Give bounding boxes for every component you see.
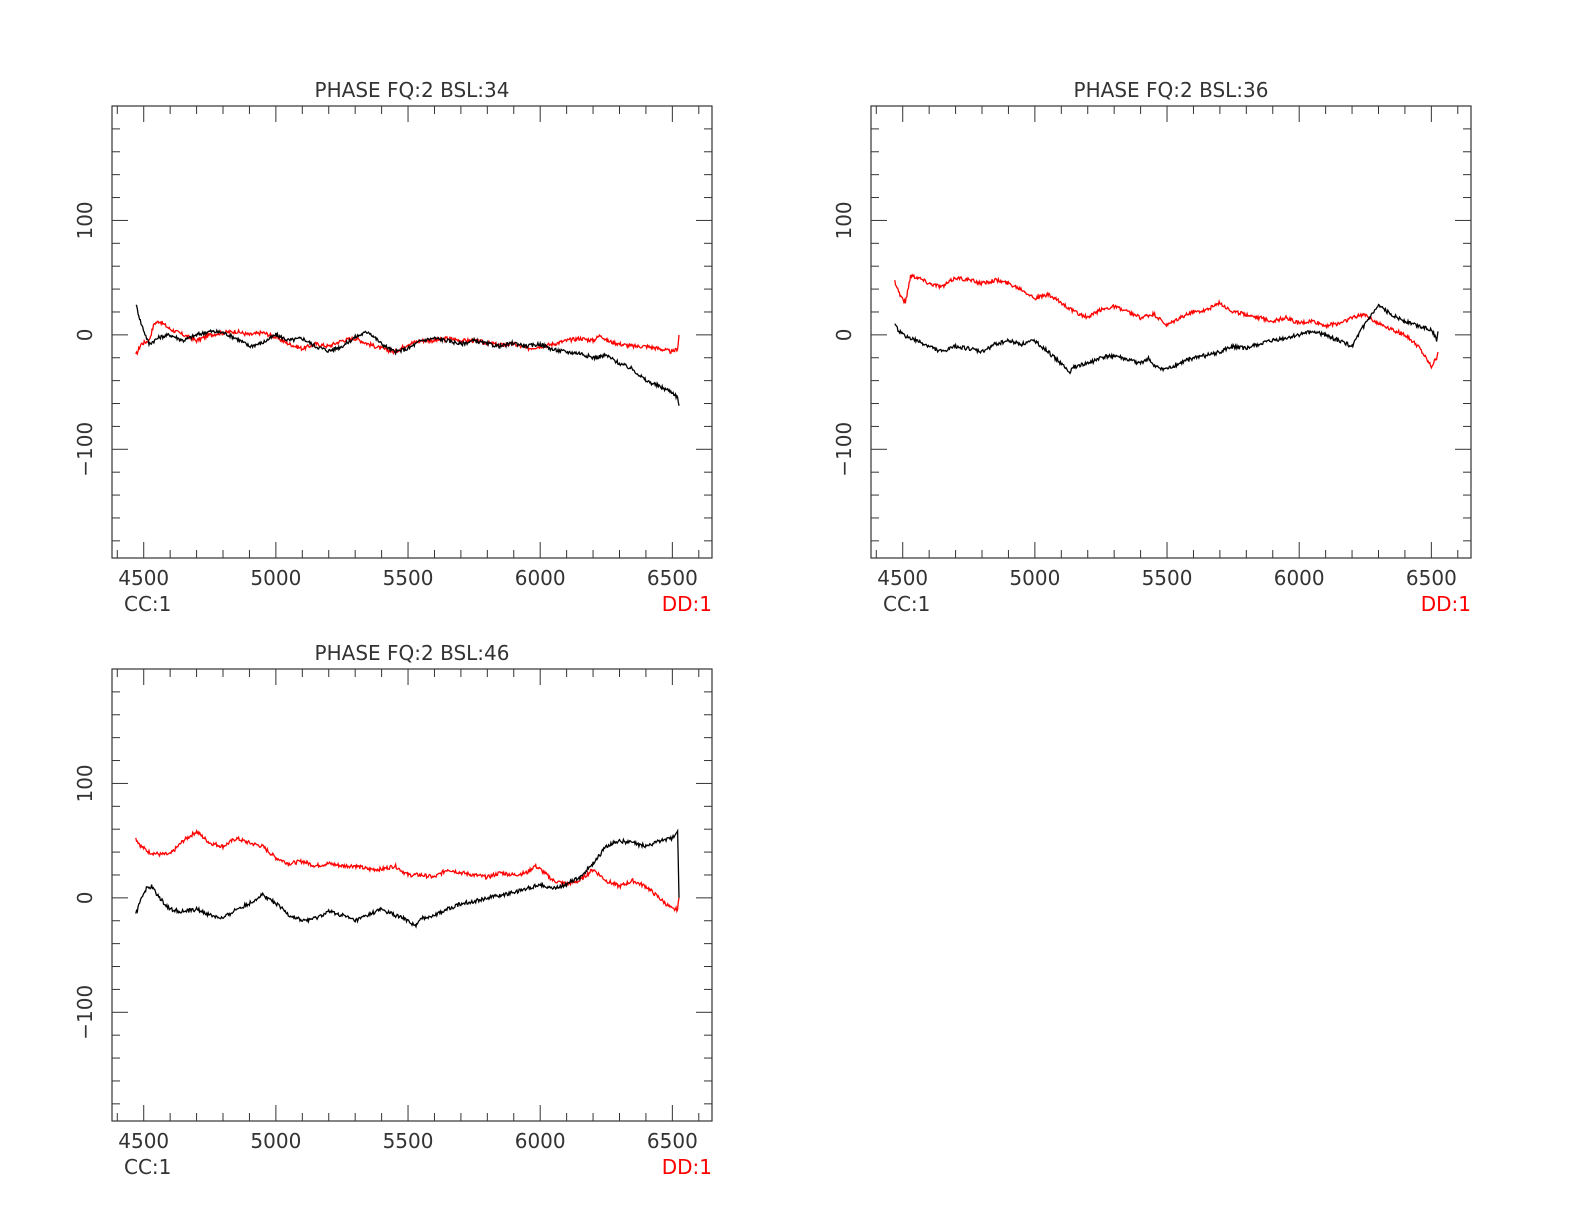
series-line-dd-1 <box>135 320 680 356</box>
y-tick-label: −100 <box>73 422 97 477</box>
y-tick-label: 0 <box>73 328 97 341</box>
x-tick-label: 5000 <box>1009 566 1060 590</box>
x-tick-label: 5500 <box>383 566 434 590</box>
x-tick-label: 6500 <box>1406 566 1457 590</box>
x-tick-label: 6500 <box>647 1129 698 1153</box>
panel-bsl36: PHASE FQ:2 BSL:36 CC:1 DD:1 4500 5000 5500… <box>832 78 1472 616</box>
x-tick-label: 5000 <box>250 566 301 590</box>
series-line-cc-1 <box>135 828 680 929</box>
x-tick-label: 5500 <box>1142 566 1193 590</box>
y-tick-label: 100 <box>832 201 856 239</box>
x-tick-label: 6000 <box>515 566 566 590</box>
x-tick-label: 4500 <box>118 1129 169 1153</box>
legend-cc: CC:1 <box>883 592 930 616</box>
series-line-dd-1 <box>894 273 1439 370</box>
panel-bsl34: PHASE FQ:2 BSL:34 CC:1 DD:1 4500 5000 5500… <box>73 78 713 616</box>
plot-frame <box>111 668 713 1122</box>
chart-title: PHASE FQ:2 BSL:34 <box>315 78 510 102</box>
chart-title: PHASE FQ:2 BSL:46 <box>315 641 510 665</box>
y-tick-label: 100 <box>73 764 97 802</box>
legend-cc: CC:1 <box>124 1155 171 1179</box>
x-tick-label: 5500 <box>383 1129 434 1153</box>
panel-bsl46: PHASE FQ:2 BSL:46 CC:1 DD:1 4500 5000 5500… <box>73 641 713 1179</box>
y-tick-label: 100 <box>73 201 97 239</box>
legend-dd: DD:1 <box>662 1155 712 1179</box>
x-tick-label: 6500 <box>647 566 698 590</box>
legend-dd: DD:1 <box>1421 592 1471 616</box>
y-tick-label: −100 <box>832 422 856 477</box>
x-tick-label: 4500 <box>877 566 928 590</box>
x-tick-label: 4500 <box>118 566 169 590</box>
plot-frame <box>111 105 713 559</box>
y-tick-label: 0 <box>832 328 856 341</box>
plot-frame <box>870 105 1472 559</box>
y-tick-label: 0 <box>73 891 97 904</box>
series-line-cc-1 <box>894 303 1439 375</box>
legend-dd: DD:1 <box>662 592 712 616</box>
x-tick-label: 5000 <box>250 1129 301 1153</box>
series-line-cc-1 <box>135 304 680 406</box>
x-tick-label: 6000 <box>1274 566 1325 590</box>
series-line-dd-1 <box>135 828 680 914</box>
y-tick-label: −100 <box>73 985 97 1040</box>
legend-cc: CC:1 <box>124 592 171 616</box>
x-tick-label: 6000 <box>515 1129 566 1153</box>
chart-title: PHASE FQ:2 BSL:36 <box>1074 78 1269 102</box>
